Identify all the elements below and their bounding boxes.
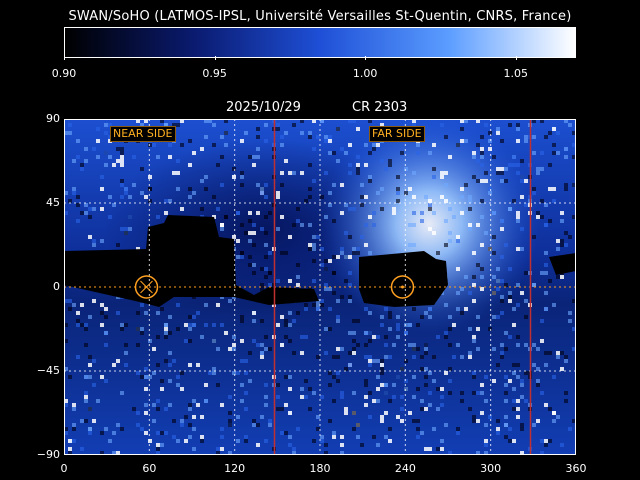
colorbar-tick-label: 0.90: [51, 67, 77, 80]
sky-map: NEAR SIDE FAR SIDE: [64, 119, 576, 455]
y-tick-label: 45: [46, 196, 60, 209]
colorbar: [64, 27, 576, 58]
x-tick-label: 120: [224, 462, 246, 475]
colorbar-tick-label: 0.95: [202, 67, 227, 80]
near-side-label: NEAR SIDE: [110, 126, 176, 142]
x-tick-label: 240: [394, 462, 416, 475]
far-side-label: FAR SIDE: [369, 126, 425, 142]
map-frame: [64, 119, 576, 455]
image-title: SWAN/SoHO (LATMOS-IPSL, Université Versa…: [68, 9, 572, 24]
colorbar-tick: [64, 56, 65, 60]
near-side-mask: [64, 215, 319, 307]
marker-cross: [140, 280, 153, 294]
x-tick-label: 360: [565, 462, 587, 475]
y-tick-label: −90: [36, 448, 60, 461]
colorbar-tick-label: 1.00: [352, 67, 378, 80]
colorbar-tick: [214, 56, 216, 60]
colorbar-tick: [515, 56, 517, 60]
sky-map-canvas: [64, 119, 576, 455]
far-side-mask: [359, 251, 448, 307]
sun-position-marker: [134, 275, 159, 299]
y-tick-label: 90: [46, 112, 60, 125]
noise-speckles: [64, 119, 576, 455]
colorbar-tick-label: 1.05: [503, 67, 529, 80]
x-tick-label: 180: [309, 462, 331, 475]
x-tick-label: 300: [480, 462, 502, 475]
carrington-rotation-label: CR 2303: [352, 100, 408, 115]
edge-mask: [549, 253, 576, 275]
y-tick-label: −45: [36, 364, 60, 377]
colorbar-tick: [365, 56, 367, 60]
sun-position-marker: [390, 275, 415, 299]
date-label: 2025/10/29: [226, 100, 301, 115]
x-tick-label: 60: [142, 462, 157, 475]
y-tick-label: 0: [53, 280, 60, 293]
x-tick-label: 0: [60, 462, 68, 475]
marker-dot: [400, 285, 404, 289]
